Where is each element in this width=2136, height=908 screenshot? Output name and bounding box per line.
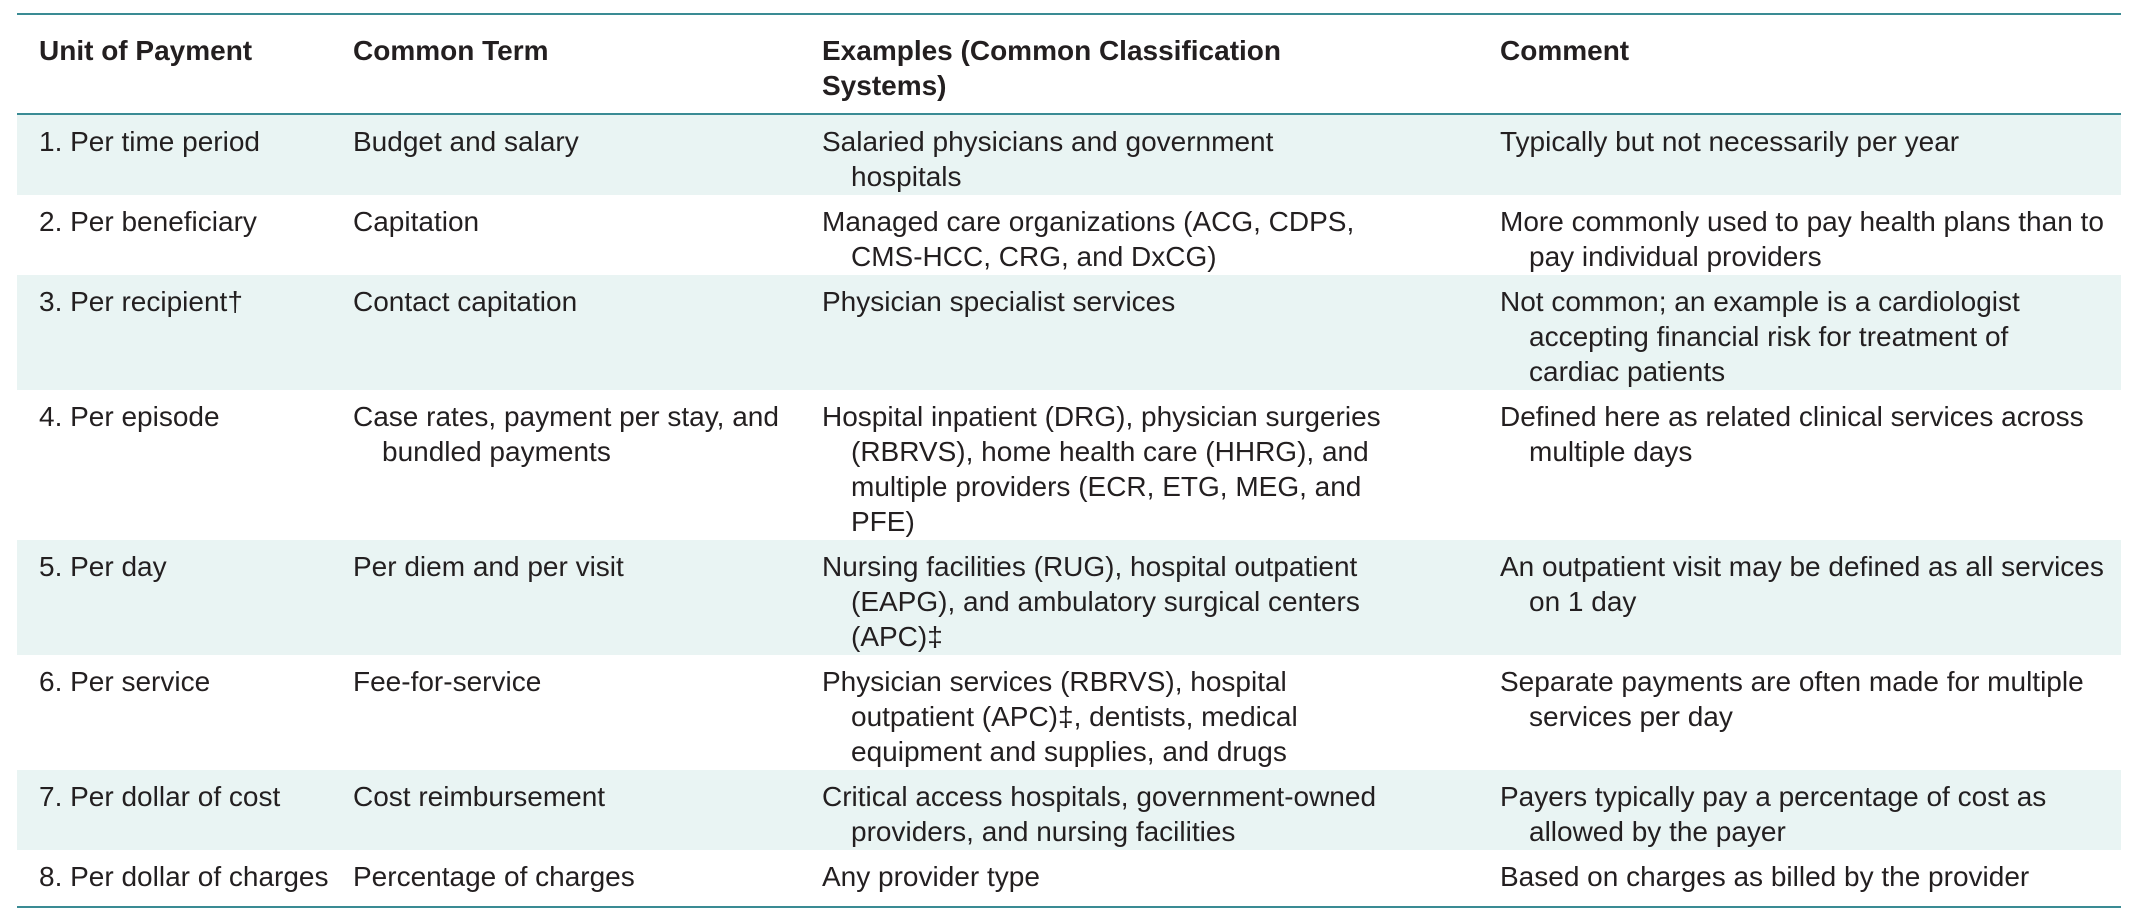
unit-cell: 8. Per dollar of charges (39, 860, 329, 892)
unit-cell: 1. Per time period (39, 125, 260, 157)
term-cell: Fee-for-service (353, 665, 542, 697)
examples-cell: Critical access hospitals, government-ow… (822, 780, 1377, 847)
comment-cell: Separate payments are often made for mul… (1500, 665, 2084, 732)
table-header: Unit of Payment Common Term Examples (Co… (17, 15, 2121, 115)
comment-cell: Not common; an example is a cardiologist… (1500, 285, 2020, 387)
term-cell: Contact capitation (353, 285, 578, 317)
table-row: 2. Per beneficiary Capitation Managed ca… (17, 195, 2121, 275)
bottom-rule (17, 905, 2121, 908)
examples-cell: Physician specialist services (822, 285, 1176, 317)
table-row: 6. Per service Fee-for-service Physician… (17, 655, 2121, 770)
header-unit-of-payment: Unit of Payment (39, 35, 253, 66)
payment-units-table-wrapper: Unit of Payment Common Term Examples (Co… (17, 13, 2121, 908)
comment-cell: More commonly used to pay health plans t… (1500, 205, 2104, 272)
unit-cell: 5. Per day (39, 550, 167, 582)
examples-cell: Managed care organizations (ACG, CDPS, C… (822, 205, 1355, 272)
table-row: 7. Per dollar of cost Cost reimbursement… (17, 769, 2121, 850)
table-row: 5. Per day Per diem and per visit Nursin… (17, 539, 2121, 655)
header-rule (17, 113, 2121, 115)
term-cell: Budget and salary (353, 125, 579, 157)
unit-cell: 6. Per service (39, 665, 211, 697)
comment-cell: An outpatient visit may be defined as al… (1500, 550, 2104, 617)
table-row: 8. Per dollar of charges Percentage of c… (17, 850, 2121, 906)
comment-cell: Typically but not necessarily per year (1500, 125, 1960, 157)
comment-cell: Based on charges as billed by the provid… (1500, 860, 2030, 892)
unit-cell: 2. Per beneficiary (39, 205, 257, 237)
term-cell: Capitation (353, 205, 480, 237)
examples-cell: Hospital inpatient (DRG), physician surg… (822, 400, 1381, 537)
comment-cell: Defined here as related clinical service… (1500, 400, 2084, 467)
term-cell: Percentage of charges (353, 860, 635, 892)
table-row: 1. Per time period Budget and salary Sal… (17, 114, 2121, 195)
examples-cell: Any provider type (822, 860, 1040, 892)
unit-cell: 3. Per recipient† (39, 285, 243, 317)
examples-cell: Nursing facilities (RUG), hospital outpa… (822, 550, 1360, 652)
top-rule (17, 13, 2121, 15)
comment-cell: Payers typically pay a percentage of cos… (1500, 780, 2047, 847)
header-examples: Examples (Common Classification Systems) (822, 35, 1282, 101)
table-row: 3. Per recipient† Contact capitation Phy… (17, 274, 2121, 390)
table-body: 1. Per time period Budget and salary Sal… (17, 114, 2121, 906)
term-cell: Cost reimbursement (353, 780, 606, 812)
term-cell: Case rates, payment per stay, and bundle… (353, 400, 779, 467)
payment-units-table: Unit of Payment Common Term Examples (Co… (17, 15, 2121, 906)
header-comment: Comment (1500, 35, 1630, 66)
examples-cell: Salaried physicians and government hospi… (822, 125, 1274, 192)
unit-cell: 4. Per episode (39, 400, 220, 432)
term-cell: Per diem and per visit (353, 550, 624, 582)
examples-cell: Physician services (RBRVS), hospital out… (822, 665, 1298, 767)
unit-cell: 7. Per dollar of cost (39, 780, 281, 812)
header-row: Unit of Payment Common Term Examples (Co… (17, 15, 2121, 113)
table-row: 4. Per episode Case rates, payment per s… (17, 390, 2121, 540)
header-common-term: Common Term (353, 35, 549, 66)
